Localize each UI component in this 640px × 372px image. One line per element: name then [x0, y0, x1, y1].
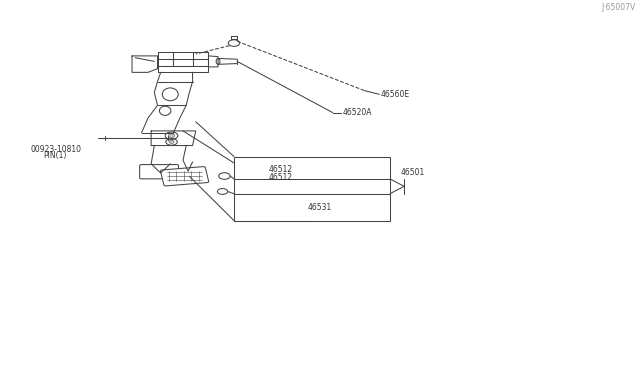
FancyBboxPatch shape	[161, 167, 209, 186]
Bar	[234, 157, 390, 221]
Text: 46501: 46501	[401, 169, 425, 177]
Circle shape	[169, 140, 174, 143]
Circle shape	[168, 134, 175, 138]
Text: 46560E: 46560E	[381, 90, 410, 99]
Text: 46520A: 46520A	[342, 108, 372, 117]
Text: PIN(1): PIN(1)	[43, 151, 66, 160]
Text: 46512: 46512	[269, 165, 293, 174]
Text: J·65007V: J·65007V	[601, 3, 636, 12]
Text: 46512: 46512	[269, 173, 293, 182]
Text: 46531: 46531	[307, 203, 332, 212]
FancyBboxPatch shape	[140, 164, 179, 179]
Text: 00923-10810: 00923-10810	[30, 145, 81, 154]
